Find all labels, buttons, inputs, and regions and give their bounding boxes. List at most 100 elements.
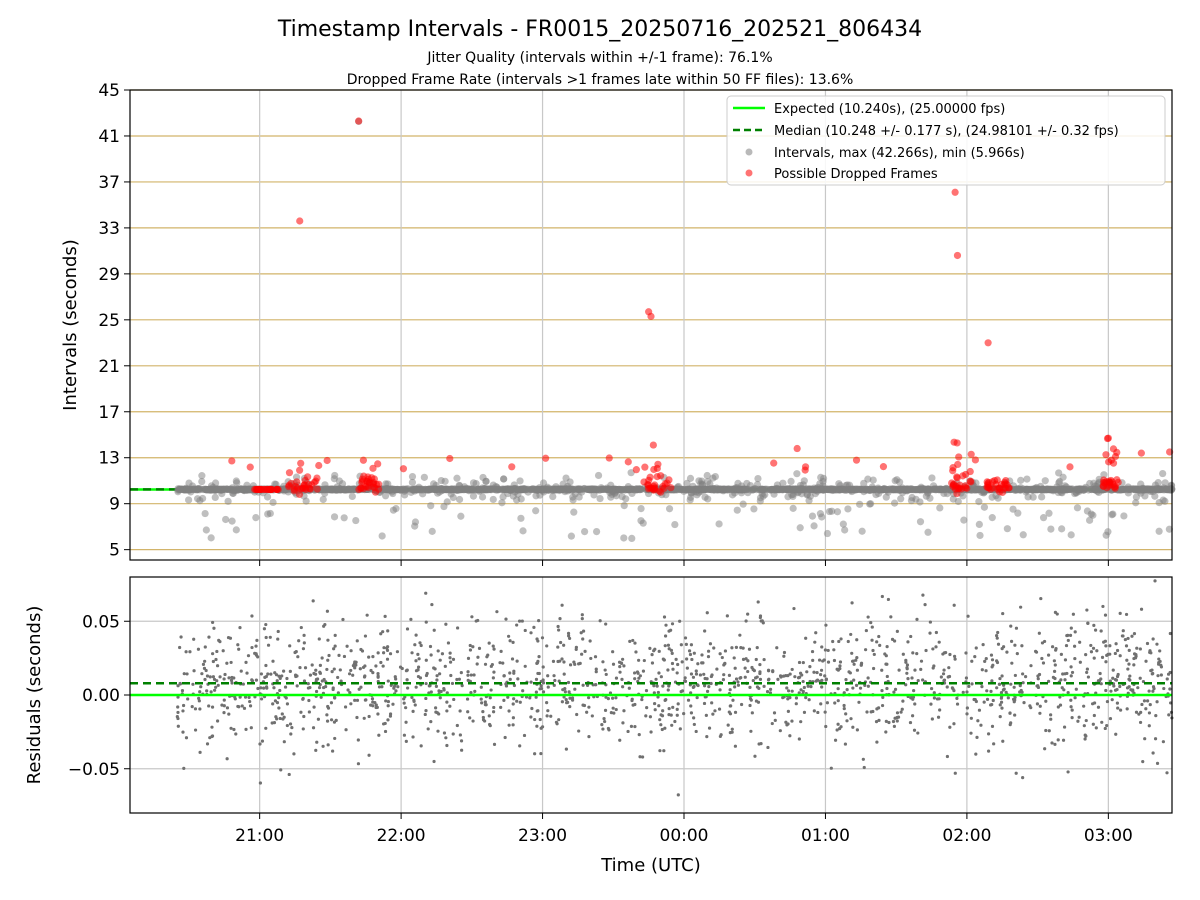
residual-point xyxy=(1114,642,1118,646)
residual-point xyxy=(998,703,1002,707)
residual-point xyxy=(936,715,941,719)
residual-point xyxy=(198,707,202,711)
residual-point xyxy=(465,697,470,701)
residual-point xyxy=(1062,688,1066,692)
residual-point xyxy=(1150,668,1154,672)
residual-point xyxy=(1069,626,1073,630)
residual-point xyxy=(1124,644,1129,648)
residual-point xyxy=(712,646,716,650)
residual-point xyxy=(1036,677,1040,681)
intervals-x-ticks xyxy=(259,560,1109,566)
residual-point xyxy=(580,617,584,621)
interval-point xyxy=(620,534,628,542)
residual-point xyxy=(347,672,352,676)
residual-point xyxy=(1061,738,1066,742)
residual-point xyxy=(836,722,840,726)
residual-point xyxy=(645,706,649,710)
interval-point xyxy=(890,485,899,493)
residual-point xyxy=(614,696,618,700)
residual-point xyxy=(985,689,989,693)
residual-point xyxy=(573,687,577,691)
residual-point xyxy=(488,696,492,700)
residual-point xyxy=(278,716,282,721)
residual-point xyxy=(516,677,520,681)
residual-point xyxy=(424,658,428,662)
residual-point xyxy=(730,730,734,734)
residual-point xyxy=(382,651,386,655)
residual-point xyxy=(325,609,330,613)
interval-point xyxy=(1159,485,1167,493)
dropped-frame-point xyxy=(1109,445,1118,453)
residual-point xyxy=(274,715,278,719)
residual-point xyxy=(974,752,978,756)
residual-point xyxy=(538,717,542,722)
residual-point xyxy=(178,645,182,650)
interval-point xyxy=(1159,469,1167,478)
residual-point xyxy=(1125,686,1130,690)
residual-point xyxy=(1126,636,1130,641)
residual-point xyxy=(942,668,946,672)
residual-point xyxy=(326,706,331,710)
residual-point xyxy=(658,749,662,753)
residual-point xyxy=(730,727,734,731)
dropped-frame-point xyxy=(297,459,305,467)
residual-point xyxy=(629,724,634,728)
residual-point xyxy=(560,657,564,661)
residual-point xyxy=(405,627,410,631)
residual-point xyxy=(804,636,808,640)
dropped-frame-point xyxy=(313,485,321,493)
residual-point xyxy=(225,661,229,665)
residual-point xyxy=(562,660,566,664)
residual-point xyxy=(797,737,801,741)
residual-point xyxy=(991,698,995,703)
residual-point xyxy=(1094,726,1098,730)
dropped-frame-point xyxy=(228,457,236,465)
residual-point xyxy=(782,674,786,678)
residual-point xyxy=(598,619,602,623)
residual-point xyxy=(1078,660,1082,664)
residual-point xyxy=(1066,638,1070,643)
dropped-frame-point xyxy=(953,473,961,481)
residual-point xyxy=(765,690,770,694)
interval-point xyxy=(539,479,548,487)
residual-point xyxy=(310,663,314,667)
residual-point xyxy=(266,643,271,647)
residual-point xyxy=(568,705,572,709)
residual-point xyxy=(901,652,905,656)
residual-point xyxy=(848,671,852,675)
residual-point xyxy=(1151,671,1155,676)
interval-point xyxy=(417,486,425,494)
residual-point xyxy=(664,623,668,627)
residual-point xyxy=(475,662,479,666)
residual-point xyxy=(234,732,238,736)
residual-point xyxy=(640,697,644,702)
residual-point xyxy=(227,712,231,716)
residual-point xyxy=(687,649,692,653)
residual-point xyxy=(1049,713,1053,717)
residual-point xyxy=(663,644,667,648)
residual-point xyxy=(293,650,297,655)
residual-point xyxy=(327,653,331,658)
residual-point xyxy=(622,709,626,713)
residual-point xyxy=(799,688,803,692)
dropped-frame-point xyxy=(323,456,331,465)
residual-point xyxy=(666,643,671,647)
residual-point xyxy=(893,716,897,720)
residual-point xyxy=(838,660,843,664)
residual-point xyxy=(270,721,274,725)
interval-point xyxy=(549,492,557,501)
residual-point xyxy=(203,645,207,649)
residual-point xyxy=(707,685,711,689)
residual-point xyxy=(203,659,207,663)
interval-point xyxy=(1024,486,1032,494)
residual-point xyxy=(384,699,388,703)
residual-point xyxy=(288,644,292,648)
residual-point xyxy=(353,698,357,702)
residual-point xyxy=(181,730,185,734)
interval-point xyxy=(1014,509,1022,517)
residual-point xyxy=(1140,702,1144,707)
residual-point xyxy=(469,690,473,695)
interval-point xyxy=(779,479,787,487)
residual-point xyxy=(429,653,433,657)
interval-point xyxy=(1117,486,1125,494)
